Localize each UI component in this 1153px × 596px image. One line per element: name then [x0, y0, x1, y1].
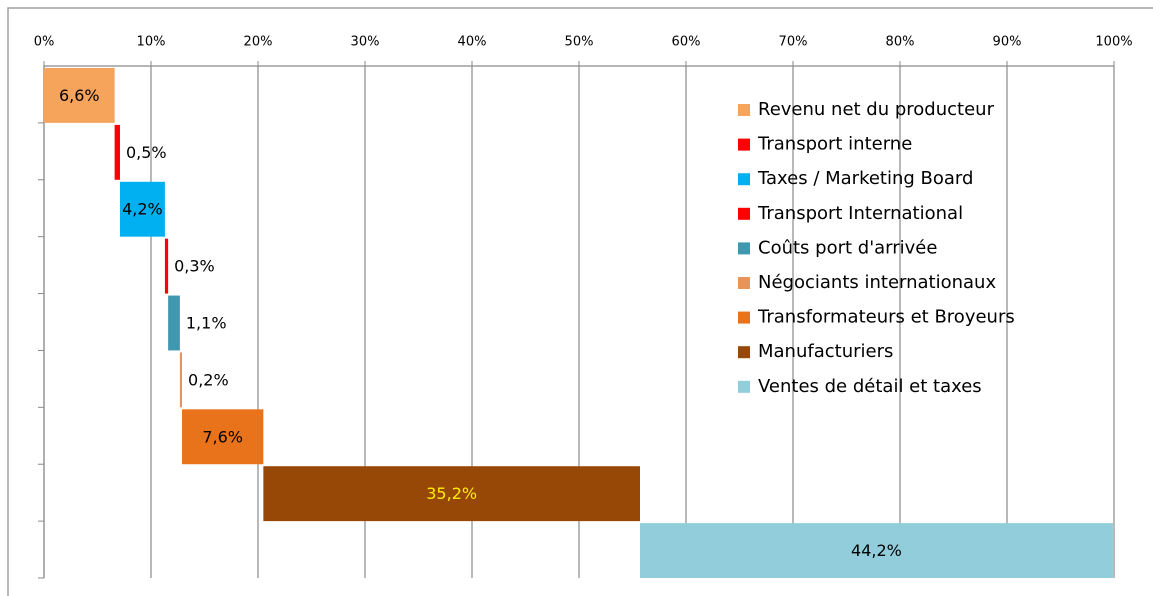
x-tick-label: 50% [565, 35, 594, 50]
value-label: 0,3% [174, 257, 215, 276]
legend-swatch [738, 311, 750, 324]
value-label: 44,2% [851, 541, 902, 560]
x-tick-label: 30% [351, 35, 380, 50]
legend-label: Coûts port d'arrivée [758, 237, 937, 258]
legend-label: Taxes / Marketing Board [757, 168, 973, 189]
value-label: 1,1% [186, 314, 227, 333]
x-tick-label: 20% [244, 35, 273, 50]
bar [263, 466, 640, 522]
legend-label: Revenu net du producteur [758, 99, 995, 120]
x-tick-label: 90% [993, 35, 1022, 50]
legend-label: Ventes de détail et taxes [758, 376, 982, 397]
legend-label: Transport interne [757, 134, 912, 155]
bar [114, 124, 120, 180]
legend-swatch [738, 104, 750, 116]
bar [44, 68, 115, 123]
x-tick-label: 100% [1095, 35, 1132, 50]
x-tick-label: 10% [137, 35, 166, 50]
legend-swatch [738, 207, 750, 220]
x-tick-label: 40% [458, 35, 487, 50]
bar [119, 181, 165, 237]
x-tick-label: 60% [672, 35, 701, 50]
value-label: 35,2% [426, 484, 477, 503]
legend-label: Transformateurs et Broyeurs [757, 307, 1015, 328]
legend-swatch [738, 277, 750, 289]
legend-label: Transport International [757, 203, 963, 224]
value-label: 0,5% [126, 143, 167, 162]
bar [639, 523, 1113, 578]
legend-swatch [738, 138, 750, 151]
legend-swatch [738, 242, 750, 255]
legend-label: Négociants internationaux [758, 272, 996, 293]
x-tick-label: 80% [886, 35, 915, 50]
bar [168, 295, 180, 351]
bar [182, 409, 264, 465]
bar [164, 238, 169, 294]
bar [179, 352, 183, 408]
legend-swatch [738, 346, 750, 359]
legend-swatch [738, 380, 750, 393]
legend-swatch [738, 173, 750, 186]
value-label: 4,2% [122, 200, 163, 219]
value-label: 7,6% [202, 427, 243, 446]
x-tick-label: 70% [779, 35, 808, 50]
value-label: 0,2% [188, 370, 229, 389]
x-tick-label: 0% [34, 35, 55, 50]
chart-border [7, 7, 1153, 596]
legend-label: Manufacturiers [758, 341, 893, 362]
value-label: 6,6% [59, 86, 100, 105]
